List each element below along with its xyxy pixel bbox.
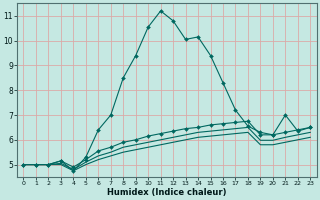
X-axis label: Humidex (Indice chaleur): Humidex (Indice chaleur) bbox=[107, 188, 227, 197]
